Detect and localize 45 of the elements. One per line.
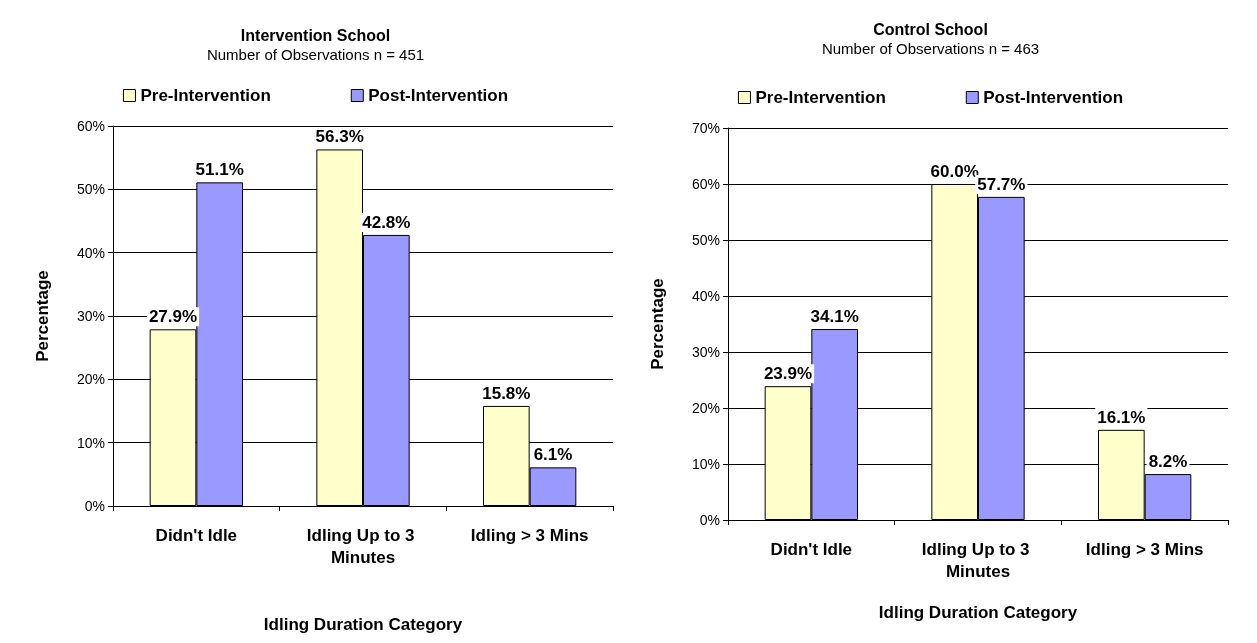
y-tick-label: 40%	[76, 244, 105, 261]
legend-label: Post-Intervention	[983, 88, 1124, 107]
y-tick-label: 0%	[84, 498, 105, 514]
y-tick-label: 20%	[76, 371, 105, 388]
x-axis-title: Idling Duration Category	[263, 615, 463, 634]
data-label: 34.1%	[810, 307, 859, 327]
data-label: 8.2%	[1148, 452, 1188, 472]
y-tick-label: 30%	[691, 344, 720, 360]
x-tick-label: Didn't Idle	[155, 525, 238, 545]
data-label: 27.9%	[148, 307, 198, 327]
data-label: 6.1%	[533, 445, 573, 465]
data-label: 23.9%	[763, 364, 813, 384]
y-tick-label: 20%	[691, 400, 720, 416]
x-tick-label: Idling > 3 Mins	[470, 525, 589, 545]
y-tick-label: 30%	[76, 308, 105, 324]
legend-label: Pre-Intervention	[140, 86, 271, 105]
x-tick-label: Idling Up to 3 Minutes	[306, 525, 420, 567]
y-axis-title: Percentage	[648, 278, 667, 370]
y-tick-label: 70%	[691, 120, 720, 136]
data-label: 57.7%	[977, 174, 1026, 194]
chart-subtitle: Number of Observations n = 463	[821, 40, 1040, 57]
chart-subtitle: Number of Observations n = 451	[206, 46, 425, 63]
data-label: 60.0%	[930, 162, 979, 181]
x-tick-label: Didn't Idle	[770, 539, 853, 559]
y-tick-label: 60%	[691, 176, 720, 192]
x-tick-label: Idling Up to 3 Minutes	[921, 539, 1035, 581]
y-tick-label: 50%	[76, 181, 105, 198]
chart-title: Control School	[873, 20, 988, 38]
chart-title: Intervention School	[240, 26, 391, 44]
y-tick-label: 40%	[691, 288, 720, 304]
y-tick-label: 10%	[691, 456, 720, 472]
data-label: 51.1%	[195, 160, 244, 180]
data-label: 56.3%	[315, 127, 364, 147]
y-tick-label: 50%	[691, 232, 720, 248]
y-axis-title: Percentage	[33, 270, 52, 362]
y-tick-label: 10%	[76, 434, 105, 451]
data-label: 16.1%	[1097, 407, 1146, 427]
legend-label: Post-Intervention	[368, 86, 509, 105]
x-axis-title: Idling Duration Category	[878, 603, 1078, 622]
y-tick-label: 0%	[699, 512, 720, 528]
legend-label: Pre-Intervention	[755, 88, 886, 107]
data-label: 15.8%	[482, 383, 531, 403]
data-label: 42.8%	[362, 212, 411, 232]
y-tick-label: 60%	[76, 118, 105, 134]
x-tick-label: Idling > 3 Mins	[1085, 539, 1204, 559]
